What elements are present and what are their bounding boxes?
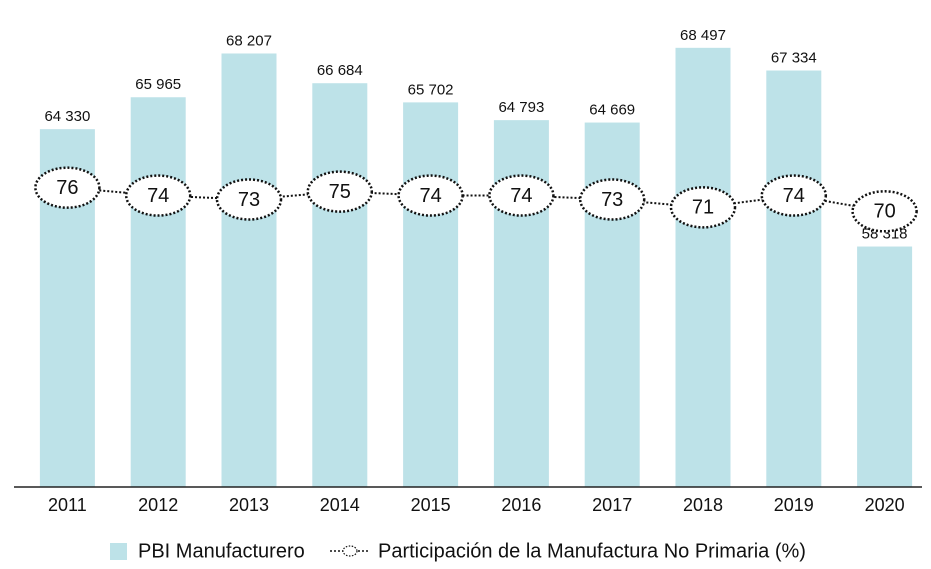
legend-swatch: [342, 545, 358, 557]
data-label: 71: [692, 197, 714, 219]
x-tick-label: 2016: [501, 495, 541, 515]
line-marker: [306, 170, 374, 213]
bar: [493, 120, 549, 487]
line-marker: [488, 174, 555, 217]
data-label: 65 702: [408, 81, 454, 98]
x-tick-label: 2019: [774, 495, 814, 515]
data-label: 73: [601, 189, 623, 211]
x-tick-label: 2020: [865, 495, 905, 515]
data-label: 76: [56, 177, 78, 199]
x-tick-label: 2018: [683, 495, 723, 515]
data-label: 64 793: [498, 99, 544, 116]
bar: [584, 122, 640, 488]
data-label: 74: [419, 185, 441, 207]
bar: [675, 47, 731, 488]
data-label: 68 207: [226, 32, 272, 49]
data-label: 68 497: [680, 27, 726, 44]
x-tick-label: 2014: [320, 495, 360, 515]
x-tick-label: 2013: [229, 495, 269, 515]
line: [67, 186, 885, 213]
data-label: 64 330: [44, 108, 90, 125]
x-tick-label: 2012: [138, 495, 178, 515]
data-label: 75: [329, 181, 351, 203]
bar: [857, 246, 913, 487]
line-marker: [578, 178, 646, 221]
data-label: 65 965: [135, 76, 181, 93]
data-label: 66 684: [317, 62, 363, 79]
legend: PBI Manufacturero Participación de la Man…: [110, 540, 806, 562]
bar: [403, 102, 459, 488]
line-marker: [669, 186, 737, 229]
bar: [130, 97, 186, 488]
data-label: 70: [873, 201, 895, 223]
data-label: 74: [510, 185, 532, 207]
legend-swatch: [110, 543, 127, 560]
line-marker: [215, 178, 283, 221]
data-label: 73: [238, 189, 260, 211]
bar: [221, 53, 277, 487]
x-tick-label: 2017: [592, 495, 632, 515]
data-label: 74: [147, 185, 169, 207]
x-tick-label: 2015: [411, 495, 451, 515]
legend-label: Participación de la Manufactura No Prima…: [378, 540, 806, 562]
bar: [766, 70, 822, 487]
x-tick-label: 2011: [48, 495, 87, 515]
data-label: 74: [783, 185, 805, 207]
data-label: 67 334: [771, 49, 817, 66]
line-marker: [34, 166, 101, 209]
legend-label: PBI Manufacturero: [138, 540, 305, 562]
data-label: 64 669: [589, 102, 635, 119]
line-marker: [851, 190, 918, 233]
line-marker: [397, 174, 464, 217]
bar: [312, 83, 368, 488]
line-marker: [124, 174, 192, 217]
line-marker: [760, 174, 828, 217]
